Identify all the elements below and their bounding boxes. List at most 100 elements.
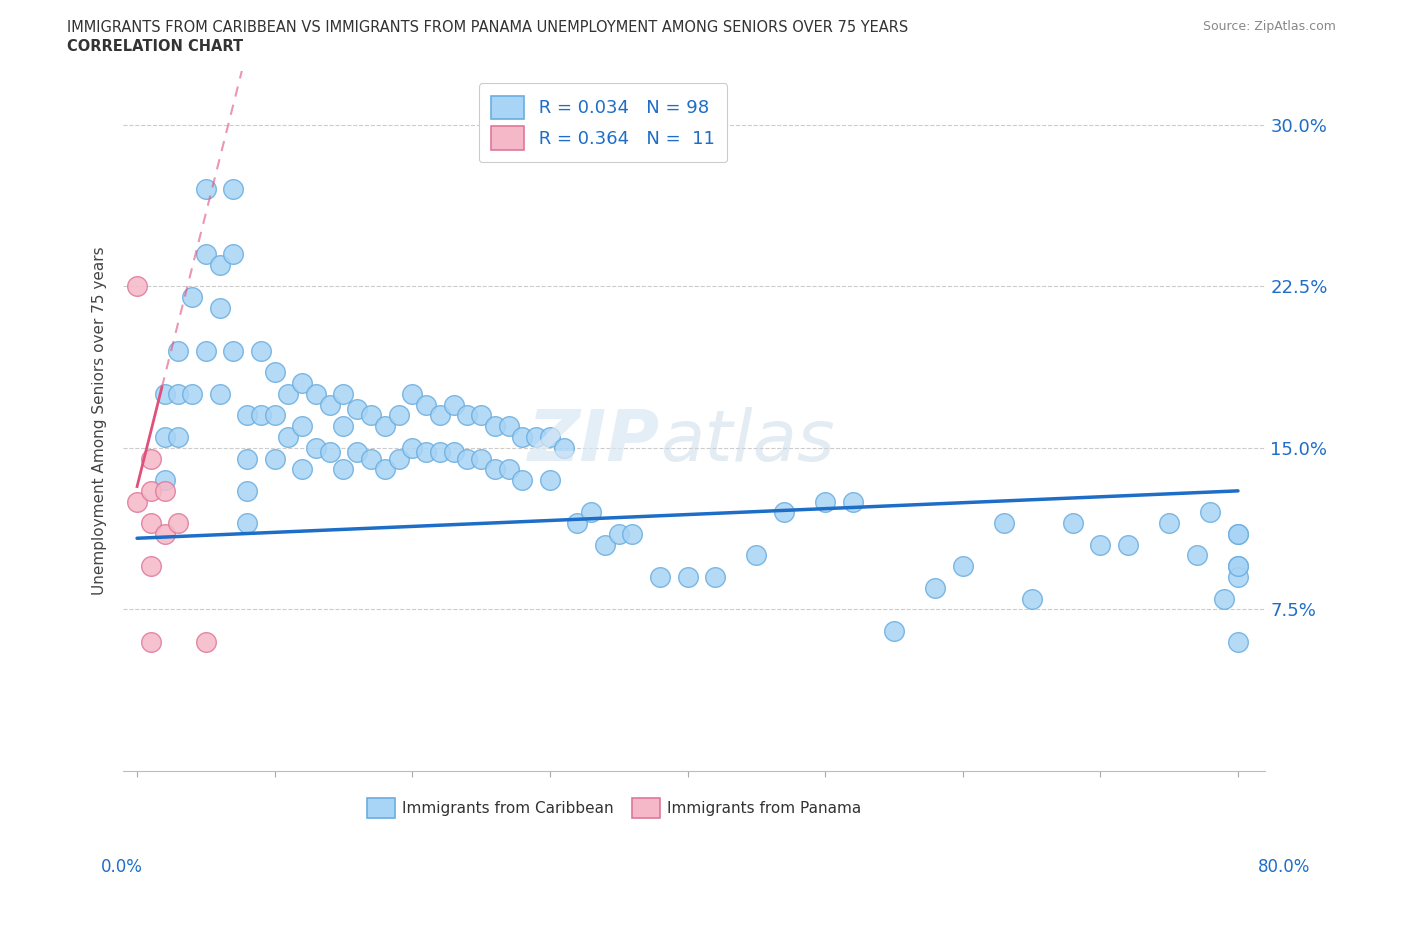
Point (222, 182, 245, 197)
Point (346, 445, 368, 459)
Point (1226, 634, 1249, 649)
Point (1226, 569, 1249, 584)
Point (443, 445, 465, 459)
Point (360, 408, 382, 423)
Point (952, 559, 974, 574)
Point (1226, 559, 1249, 574)
Point (512, 430, 534, 445)
Point (1226, 526, 1249, 541)
Point (993, 516, 1015, 531)
Point (387, 451, 409, 466)
Point (745, 548, 768, 563)
Point (374, 418, 396, 433)
Y-axis label: Unemployment Among Seniors over 75 years: Unemployment Among Seniors over 75 years (93, 246, 107, 595)
Point (194, 343, 217, 358)
Point (814, 494, 837, 509)
Point (1185, 548, 1208, 563)
Point (167, 516, 190, 531)
Point (332, 387, 354, 402)
Point (648, 569, 671, 584)
Point (1062, 516, 1084, 531)
Point (593, 538, 616, 552)
Point (319, 397, 342, 412)
Point (305, 387, 328, 402)
Point (374, 462, 396, 477)
Point (181, 289, 204, 304)
Point (579, 505, 602, 520)
Point (263, 365, 285, 379)
Point (332, 418, 354, 433)
Point (443, 397, 465, 412)
Point (139, 484, 162, 498)
Point (538, 430, 561, 445)
Point (139, 634, 162, 649)
Point (1090, 538, 1112, 552)
Point (181, 387, 204, 402)
Point (139, 516, 162, 531)
Point (415, 397, 437, 412)
Point (346, 402, 368, 417)
Point (153, 387, 176, 402)
Point (125, 279, 148, 294)
Point (236, 408, 259, 423)
Point (456, 451, 478, 466)
Point (194, 182, 217, 197)
Point (567, 516, 589, 531)
Point (208, 300, 231, 315)
Point (236, 516, 259, 531)
Point (924, 580, 946, 595)
Point (415, 445, 437, 459)
Point (319, 445, 342, 459)
Point (236, 451, 259, 466)
Point (456, 408, 478, 423)
Point (773, 505, 796, 520)
Point (553, 440, 575, 455)
Point (291, 418, 314, 433)
Point (676, 569, 699, 584)
Point (277, 387, 299, 402)
Point (263, 451, 285, 466)
Point (236, 484, 259, 498)
Point (401, 440, 423, 455)
Text: ZIP: ZIP (527, 407, 661, 476)
Text: Source: ZipAtlas.com: Source: ZipAtlas.com (1202, 20, 1336, 33)
Point (1021, 591, 1043, 606)
Point (470, 408, 492, 423)
Text: atlas: atlas (661, 407, 835, 476)
Text: 80.0%: 80.0% (1258, 857, 1310, 876)
Point (841, 494, 863, 509)
Point (208, 258, 231, 272)
Text: IMMIGRANTS FROM CARIBBEAN VS IMMIGRANTS FROM PANAMA UNEMPLOYMENT AMONG SENIORS O: IMMIGRANTS FROM CARIBBEAN VS IMMIGRANTS … (67, 20, 908, 35)
Point (291, 462, 314, 477)
Point (1226, 559, 1249, 574)
Point (194, 634, 217, 649)
Point (429, 445, 451, 459)
Point (153, 484, 176, 498)
Point (222, 246, 245, 261)
Legend: Immigrants from Caribbean, Immigrants from Panama: Immigrants from Caribbean, Immigrants fr… (354, 786, 875, 830)
Point (621, 526, 644, 541)
Point (250, 343, 273, 358)
Point (470, 451, 492, 466)
Point (250, 408, 273, 423)
Point (1116, 538, 1139, 552)
Point (167, 343, 190, 358)
Point (498, 462, 520, 477)
Point (512, 472, 534, 487)
Point (401, 387, 423, 402)
Point (1159, 516, 1181, 531)
Point (263, 408, 285, 423)
Point (167, 387, 190, 402)
Point (524, 430, 547, 445)
Point (208, 387, 231, 402)
Text: 0.0%: 0.0% (101, 857, 143, 876)
Point (484, 462, 506, 477)
Point (498, 418, 520, 433)
Point (125, 494, 148, 509)
Point (139, 559, 162, 574)
Point (305, 440, 328, 455)
Point (538, 472, 561, 487)
Point (484, 418, 506, 433)
Point (1226, 526, 1249, 541)
Point (153, 430, 176, 445)
